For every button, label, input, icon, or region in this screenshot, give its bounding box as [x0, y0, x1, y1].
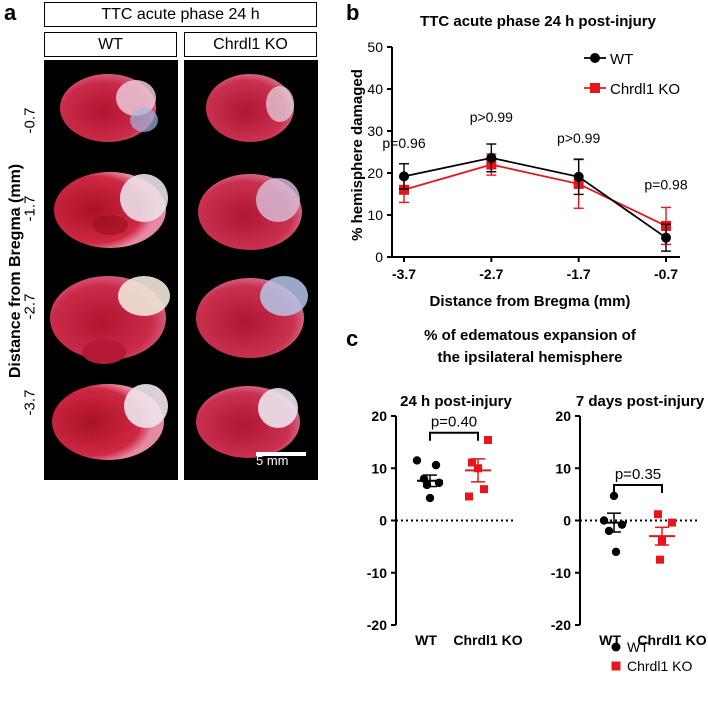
legend-ko-marker — [590, 83, 600, 93]
chart-c-ytick-label: -10 — [367, 565, 387, 581]
scale-bar — [256, 452, 306, 456]
chart-c-ytick-label: 20 — [371, 408, 387, 424]
ko-slice-column — [184, 60, 318, 480]
chart-b-ytick-label: 50 — [367, 39, 383, 55]
line-chart-b: TTC acute phase 24 h post-injury % hemis… — [349, 13, 688, 310]
chart-c-point-wt — [412, 456, 422, 465]
row-label-0: -0.7 — [21, 107, 39, 134]
legend-ko-label: Chrdl1 KO — [627, 658, 692, 674]
chart-b-ylabel: % hemisphere damaged — [349, 69, 366, 241]
wt-slice-3 — [50, 276, 170, 364]
chart-b-xtick-label: -3.7 — [392, 266, 416, 282]
chart-b-title: TTC acute phase 24 h post-injury — [420, 13, 657, 30]
chart-b-point-wt — [661, 232, 671, 243]
legend-wt-marker — [611, 642, 621, 652]
chart-c-point-ko — [484, 436, 492, 445]
chart-b-point-wt — [399, 171, 409, 182]
chart-b-ytick-label: 30 — [367, 123, 383, 139]
chart-c-significance-bracket — [429, 431, 479, 441]
chart-c-pvalue: p=0.35 — [615, 466, 661, 483]
chart-c-significance-bracket — [613, 483, 663, 493]
chart-c-point-wt — [611, 547, 621, 557]
ko-slice-4 — [196, 386, 300, 458]
chart-b-xtick-label: -0.7 — [654, 266, 678, 282]
chart-c-xtick-label: Chrdl1 KO — [453, 632, 522, 648]
chart-c-point-ko — [668, 518, 676, 527]
chart-c-panel-title: 24 h post-injury — [400, 393, 512, 410]
column-label-ko: Chrdl1 KO — [184, 32, 317, 57]
chart-b-series-line — [403, 163, 667, 227]
chart-b-ytick-label: 20 — [367, 165, 383, 181]
chart-b-ytick-label: 0 — [375, 249, 383, 265]
chart-c-point-wt — [425, 493, 435, 503]
ko-brain-slices — [196, 74, 308, 458]
chart-b-ytick-label: 40 — [367, 81, 383, 97]
chart-b-series-line — [403, 156, 667, 239]
column-label-wt: WT — [44, 32, 177, 57]
chart-b-pvalue: p>0.99 — [557, 130, 600, 146]
chart-b-legend: WT Chrdl1 KO — [584, 51, 680, 98]
legend-ko-label: Chrdl1 KO — [610, 81, 680, 98]
legend-ko-marker — [611, 661, 621, 671]
panel-a-letter: a — [4, 0, 17, 25]
chart-c-suptitle-line1: % of edematous expansion of — [424, 327, 637, 344]
chart-c-point-ko — [465, 492, 473, 501]
ko-slice-3 — [196, 276, 308, 358]
legend-wt-label: WT — [627, 639, 649, 655]
chart-b-point-wt — [573, 171, 584, 182]
chart-b-ytick-label: 10 — [367, 207, 383, 223]
panel-c-letter: c — [346, 326, 359, 351]
chart-c-ytick-label: -10 — [551, 565, 571, 581]
wt-brain-slices — [50, 74, 170, 460]
legend-wt-marker — [590, 53, 600, 63]
chart-c-ytick-label: 0 — [563, 513, 571, 529]
chart-c-legend: WT Chrdl1 KO — [611, 639, 692, 674]
chart-c-point-ko — [654, 510, 662, 519]
chart-b-xtick-label: -1.7 — [567, 266, 591, 282]
chart-b-xtick-label: -2.7 — [479, 266, 503, 282]
chart-c-ytick-label: -20 — [551, 617, 571, 633]
wt-slice-2 — [54, 172, 168, 248]
chart-b-pvalue: p=0.98 — [644, 176, 687, 192]
chart-c-ytick-label: 10 — [371, 460, 387, 476]
chart-c-point-wt — [604, 526, 614, 536]
chart-b-pvalue: p=0.96 — [382, 135, 425, 151]
row-label-2: -2.7 — [21, 293, 39, 320]
wt-slice-1 — [60, 74, 158, 142]
chart-c-ytick-label: -20 — [367, 617, 387, 633]
row-label-1: -1.7 — [21, 195, 39, 222]
chart-c-ytick-label: 20 — [555, 408, 571, 424]
ko-slice-1 — [206, 74, 294, 142]
chart-c-point-ko — [468, 458, 476, 467]
chart-b-xlabel: Distance from Bregma (mm) — [430, 293, 631, 310]
scale-bar-label: 5 mm — [256, 453, 289, 468]
chart-c-ytick-label: 0 — [379, 513, 387, 529]
chart-c-suptitle-line2: the ipsilateral hemisphere — [437, 349, 622, 366]
ko-slice-2 — [198, 174, 302, 250]
chart-c-ytick-label: 10 — [555, 460, 571, 476]
chart-c-point-ko — [480, 485, 488, 494]
chart-b-pvalue: p>0.99 — [470, 109, 513, 125]
chart-b-point-ko — [399, 184, 409, 195]
chart-c-pvalue: p=0.40 — [431, 414, 477, 431]
panel-a-header: TTC acute phase 24 h — [44, 2, 317, 27]
chart-c-xtick-label: WT — [415, 632, 437, 648]
chart-c-point-wt — [609, 491, 619, 501]
scatter-charts-c: % of edematous expansion of the ipsilate… — [367, 327, 707, 674]
wt-slice-4 — [52, 384, 168, 460]
chart-c-panel-title: 7 days post-injury — [576, 393, 705, 410]
chart-c-point-wt — [431, 460, 441, 470]
legend-wt-label: WT — [610, 51, 633, 68]
chart-c-point-ko — [656, 555, 664, 564]
wt-slice-column — [44, 60, 178, 480]
row-label-3: -3.7 — [21, 389, 39, 416]
chart-c-xtick-label: Chrdl1 KO — [637, 632, 706, 648]
chart-b-point-wt — [486, 152, 497, 163]
panel-b-letter: b — [346, 0, 360, 25]
